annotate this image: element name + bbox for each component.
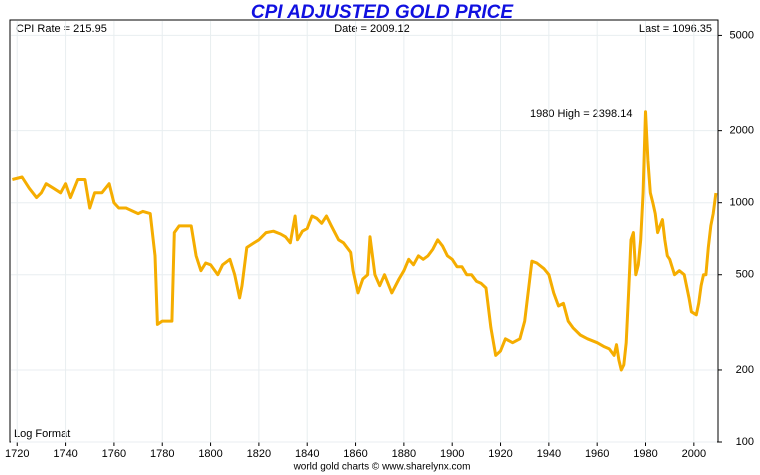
y-tick-label: 5000 (730, 29, 754, 41)
x-tick-label: 1920 (488, 448, 512, 460)
y-tick-label: 2000 (730, 125, 754, 137)
y-tick-label: 200 (736, 364, 754, 376)
x-tick-label: 1840 (295, 448, 319, 460)
y-tick-label: 1000 (730, 197, 754, 209)
x-tick-label: 1780 (150, 448, 174, 460)
x-tick-label: 1940 (537, 448, 561, 460)
x-tick-label: 1900 (440, 448, 464, 460)
footer: world gold charts © www.sharelynx.com (293, 462, 471, 473)
date-label: Date = 2009.12 (334, 23, 410, 35)
x-tick-label: 1760 (102, 448, 126, 460)
price-line (12, 110, 718, 372)
x-tick-label: 1720 (5, 448, 29, 460)
y-tick-label: 100 (736, 436, 754, 448)
x-tick-label: 2000 (682, 448, 706, 460)
last-label: Last = 1096.35 (639, 23, 712, 35)
x-tick-label: 1860 (343, 448, 367, 460)
plot-frame (9, 19, 719, 443)
chart-title: CPI ADJUSTED GOLD PRICE (251, 2, 514, 23)
y-tick-label: 500 (736, 269, 754, 281)
x-tick-label: 1800 (198, 448, 222, 460)
high-label: 1980 High = 2398.14 (530, 108, 632, 120)
x-tick-label: 1740 (53, 448, 77, 460)
log-format: Log Format (14, 428, 70, 440)
cpi-rate: CPI Rate = 215.95 (16, 23, 107, 35)
x-tick-label: 1820 (247, 448, 271, 460)
x-tick-label: 1880 (392, 448, 416, 460)
x-tick-label: 1960 (585, 448, 609, 460)
x-tick-label: 1980 (633, 448, 657, 460)
